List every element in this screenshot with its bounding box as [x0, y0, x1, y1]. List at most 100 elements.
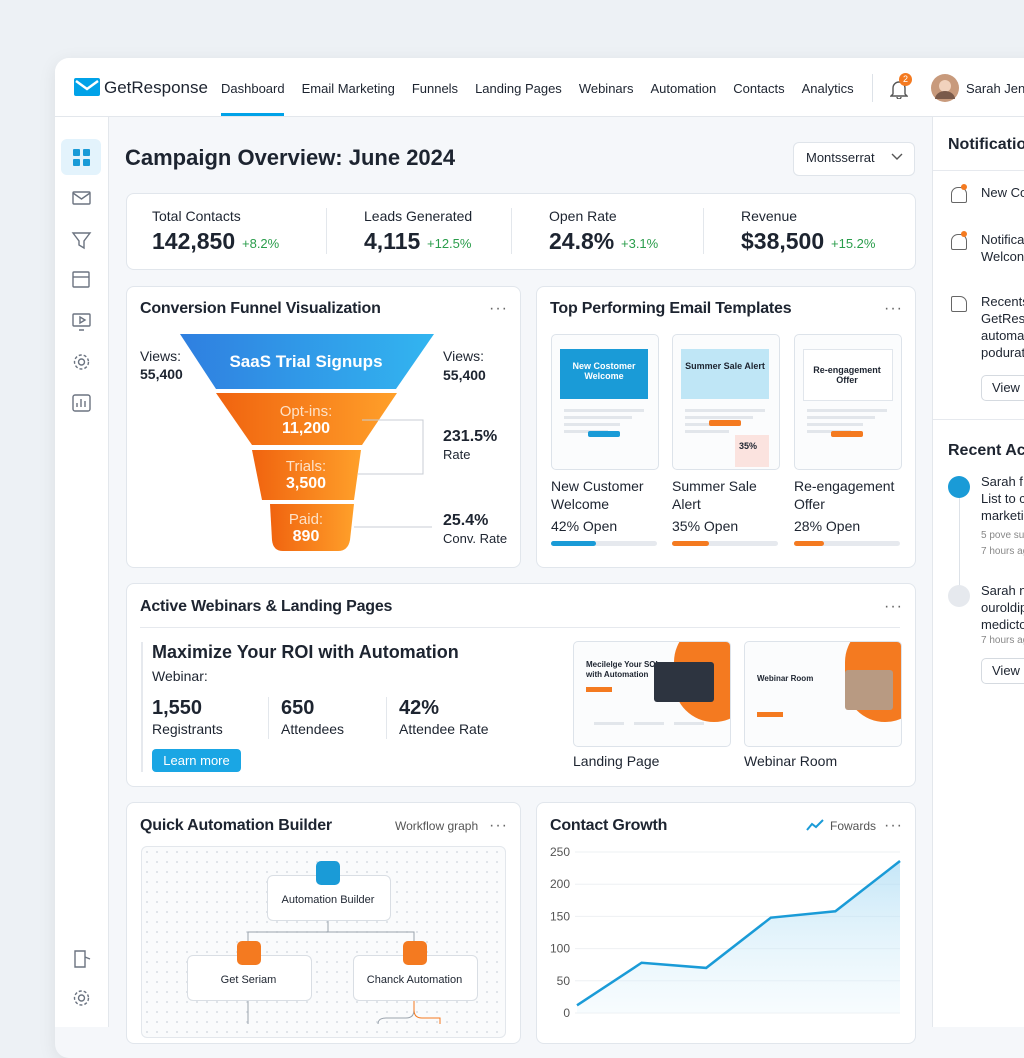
preview-line [674, 722, 704, 725]
thumb-line [807, 416, 875, 419]
notification-icon [951, 296, 967, 312]
logo-icon [74, 78, 100, 96]
preview-title: Mecilelge Your SOI with Automation [586, 660, 658, 679]
template-name: Summer Sale Alert [672, 478, 757, 512]
kpi-divider [703, 208, 704, 254]
template-open: 35% Open [672, 518, 739, 534]
card-title: Conversion Funnel Visualization [140, 300, 381, 317]
screen: {"nav":{"brand":"GetResponse","items":["… [55, 58, 1024, 1044]
stage-value: 890 [292, 528, 320, 545]
progress-bar [672, 541, 710, 546]
stat-label: Attendee Rate [399, 721, 489, 737]
right-panel: Notificatio New Co Notifica Welcon Recents G… [932, 117, 1024, 1027]
notification-text: automa [981, 328, 1024, 343]
node-icon [316, 861, 340, 885]
legend-label: Fowards [830, 819, 877, 833]
divider [933, 419, 1024, 420]
brand: GetResponse [104, 78, 208, 97]
page-title: Campaign Overview: June 2024 [125, 145, 456, 170]
stat-label: Registrants [152, 721, 223, 737]
nav-item[interactable]: Webinars [578, 81, 634, 96]
more-menu[interactable]: ··· [489, 300, 508, 317]
more-menu[interactable]: ··· [489, 817, 508, 834]
font-select[interactable] [793, 142, 915, 176]
nav-item[interactable]: Funnels [411, 81, 459, 96]
card-title: Active Webinars & Landing Pages [140, 598, 393, 615]
user-name: Sarah Jen [966, 81, 1024, 96]
nav-item[interactable]: Automation [650, 81, 717, 96]
top-nav [55, 58, 1024, 117]
kpi-change: +3.1% [621, 236, 659, 251]
stage-label: Paid: [288, 511, 324, 528]
node-label: Chanck Automation [366, 974, 463, 986]
progress-track [672, 541, 778, 546]
thumb-line [564, 409, 644, 412]
progress-track [794, 541, 900, 546]
thumb-button [831, 431, 863, 437]
preview-media [845, 670, 893, 710]
card-title: Quick Automation Builder [140, 817, 332, 834]
learn-more-button[interactable]: Learn more [152, 749, 241, 772]
activity-meta: 7 hours ag [981, 635, 1024, 646]
nav-item[interactable]: Landing Pages [475, 81, 562, 96]
panel-title: Recent Act [948, 442, 1024, 459]
nav-active-underline [221, 113, 284, 116]
template-thumbnail: Summer Sale Alert 35% [672, 334, 780, 470]
kpi-divider [511, 208, 512, 254]
accent-bar [141, 642, 143, 772]
kpi-card [126, 193, 916, 270]
thumb-title: Summer Sale Alert [685, 361, 765, 371]
nav-item[interactable]: Dashboard [221, 81, 285, 96]
view-button[interactable]: View [981, 375, 1024, 401]
workflow-link[interactable]: Workflow graph [395, 819, 479, 833]
annotation-label: Conv. Rate [443, 531, 508, 546]
preview-line [634, 722, 664, 725]
thumb-title: Re-engagement Offer [813, 365, 881, 385]
more-menu[interactable]: ··· [884, 817, 903, 834]
activity-text: ouroldip [981, 600, 1024, 615]
progress-bar [551, 541, 596, 546]
preview-title: Webinar Room [757, 674, 814, 683]
progress-bar [794, 541, 824, 546]
card-title: Contact Growth [550, 817, 668, 834]
annotation-value: 231.5% [443, 428, 498, 445]
thumb-line [564, 416, 632, 419]
unread-dot [961, 231, 967, 237]
thumb-line [807, 409, 887, 412]
thumb-badge: 35% [739, 441, 758, 451]
thumb-line [807, 430, 851, 433]
activity-text: medicto [981, 617, 1024, 632]
nav-item[interactable]: Contacts [733, 81, 785, 96]
activity-text: marketi [981, 508, 1024, 523]
chevron [891, 153, 903, 160]
funnel-left-value: 55,400 [140, 366, 183, 382]
preview-media [654, 662, 714, 702]
preview-button [586, 687, 612, 692]
thumb-button [588, 431, 620, 437]
preview-line [594, 722, 624, 725]
notification-badge: 2 [899, 73, 912, 86]
kpi-label: Total Contacts [152, 208, 241, 224]
annotation-value: Views: [443, 348, 484, 364]
more-menu[interactable]: ··· [884, 300, 903, 317]
template-open: 42% Open [551, 518, 618, 534]
thumb-header [560, 349, 648, 399]
node-label: Get Seriam [220, 974, 277, 986]
font-select-label: Montsserrat [806, 150, 875, 165]
stage-label: Opt-ins: [279, 403, 333, 420]
kpi-change: +15.2% [831, 236, 876, 251]
panel-title: Notificatio [948, 136, 1024, 153]
sidebar [55, 117, 109, 1027]
stat-value: 650 [281, 697, 315, 719]
node-label: Automation Builder [281, 894, 375, 906]
annotation-value: 25.4% [443, 512, 489, 529]
nav-item[interactable]: Email Marketing [301, 81, 395, 96]
view-button[interactable]: View [981, 658, 1024, 684]
nav-item[interactable]: Analytics [801, 81, 854, 96]
notification-text: New Co [981, 185, 1024, 200]
nav-divider [872, 74, 873, 102]
kpi-label: Leads Generated [364, 208, 473, 224]
template-open: 28% Open [794, 518, 861, 534]
nav-items: Dashboard Email Marketing Funnels Landing P… [221, 81, 854, 96]
more-menu[interactable]: ··· [884, 598, 903, 615]
